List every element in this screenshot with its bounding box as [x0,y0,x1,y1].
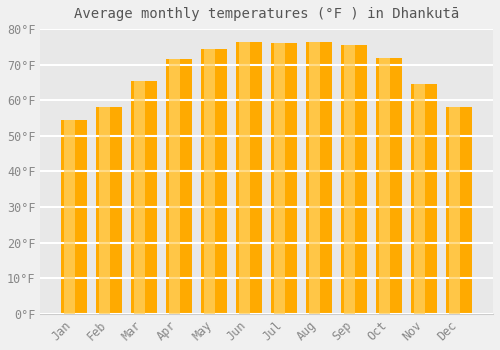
Bar [64,120,74,314]
Bar [411,84,438,314]
Bar [376,57,402,314]
Bar [274,43,284,314]
Bar [306,42,332,314]
Bar [204,49,214,314]
Bar [271,43,297,314]
Bar [131,81,157,314]
Bar [446,107,472,314]
Bar [341,45,367,314]
Bar [236,42,262,314]
Title: Average monthly temperatures (°F ) in Dhankutā: Average monthly temperatures (°F ) in Dh… [74,7,460,21]
Bar [380,57,390,314]
Bar [450,107,460,314]
Bar [309,42,320,314]
Bar [96,107,122,314]
Bar [239,42,250,314]
Bar [201,49,228,314]
Bar [169,59,179,314]
Bar [134,81,144,314]
Bar [99,107,110,314]
Bar [414,84,425,314]
Bar [61,120,87,314]
Bar [344,45,355,314]
Bar [166,59,192,314]
